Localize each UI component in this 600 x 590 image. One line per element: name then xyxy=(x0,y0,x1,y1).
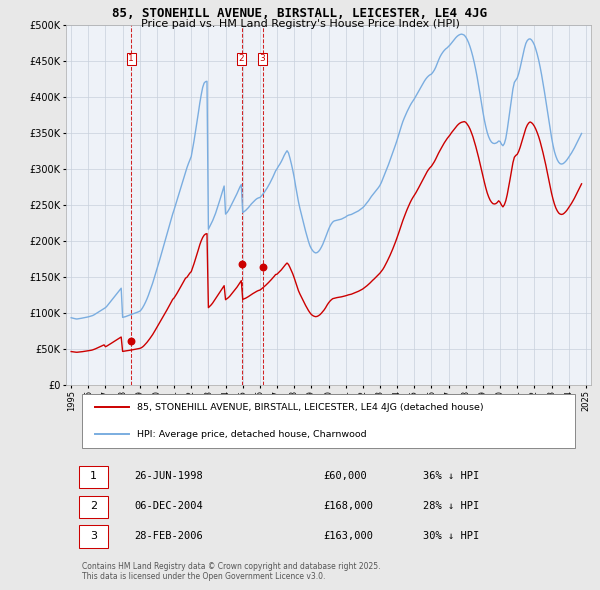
Text: HPI: Average price, detached house, Charnwood: HPI: Average price, detached house, Char… xyxy=(137,430,367,438)
Point xyxy=(258,263,268,272)
Point xyxy=(126,337,136,346)
Text: 85, STONEHILL AVENUE, BIRSTALL, LEICESTER, LE4 4JG (detached house): 85, STONEHILL AVENUE, BIRSTALL, LEICESTE… xyxy=(137,403,484,412)
Text: 2: 2 xyxy=(239,54,244,64)
Text: 30% ↓ HPI: 30% ↓ HPI xyxy=(423,531,479,540)
Text: 3: 3 xyxy=(90,531,97,540)
FancyBboxPatch shape xyxy=(79,496,108,518)
FancyBboxPatch shape xyxy=(82,394,575,448)
Point xyxy=(237,259,247,268)
FancyBboxPatch shape xyxy=(79,466,108,489)
Text: 1: 1 xyxy=(90,471,97,481)
Text: £60,000: £60,000 xyxy=(323,471,367,481)
Text: 28-FEB-2006: 28-FEB-2006 xyxy=(134,531,203,540)
FancyBboxPatch shape xyxy=(79,526,108,548)
Text: 36% ↓ HPI: 36% ↓ HPI xyxy=(423,471,479,481)
Text: £168,000: £168,000 xyxy=(323,501,373,511)
Text: 3: 3 xyxy=(260,54,265,64)
Text: 85, STONEHILL AVENUE, BIRSTALL, LEICESTER, LE4 4JG: 85, STONEHILL AVENUE, BIRSTALL, LEICESTE… xyxy=(113,7,487,20)
Text: Price paid vs. HM Land Registry's House Price Index (HPI): Price paid vs. HM Land Registry's House … xyxy=(140,19,460,30)
Text: 1: 1 xyxy=(128,54,134,64)
Text: £163,000: £163,000 xyxy=(323,531,373,540)
Text: 06-DEC-2004: 06-DEC-2004 xyxy=(134,501,203,511)
Text: 28% ↓ HPI: 28% ↓ HPI xyxy=(423,501,479,511)
Text: 26-JUN-1998: 26-JUN-1998 xyxy=(134,471,203,481)
Text: Contains HM Land Registry data © Crown copyright and database right 2025.
This d: Contains HM Land Registry data © Crown c… xyxy=(82,562,380,581)
Text: 2: 2 xyxy=(90,501,97,511)
